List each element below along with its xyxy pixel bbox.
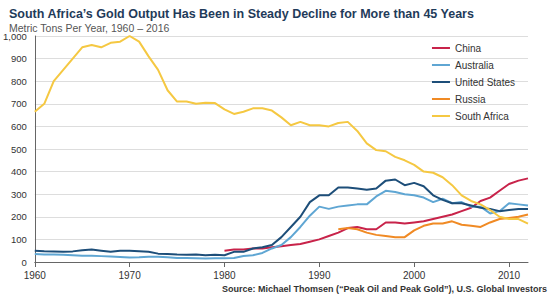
svg-text:South Africa: South Africa: [455, 111, 509, 122]
svg-text:Metric Tons Per Year, 1960 – 2: Metric Tons Per Year, 1960 – 2016: [9, 22, 169, 34]
svg-text:Source: Michael Thomsen (“Peak: Source: Michael Thomsen (“Peak Oil and P…: [222, 284, 547, 294]
svg-text:Russia: Russia: [455, 94, 486, 105]
svg-text:South Africa’s Gold Output Has: South Africa’s Gold Output Has Been in S…: [9, 7, 474, 21]
svg-text:600: 600: [11, 121, 27, 132]
svg-text:200: 200: [11, 211, 27, 222]
svg-text:Australia: Australia: [455, 60, 494, 71]
svg-text:2000: 2000: [403, 270, 426, 281]
svg-text:100: 100: [11, 234, 27, 245]
svg-text:800: 800: [11, 76, 27, 87]
svg-text:1960: 1960: [24, 270, 47, 281]
svg-text:0: 0: [21, 257, 26, 268]
svg-text:United States: United States: [455, 77, 515, 88]
svg-text:China: China: [455, 43, 482, 54]
svg-text:1,000: 1,000: [3, 30, 27, 42]
svg-text:400: 400: [11, 166, 27, 177]
svg-text:1980: 1980: [213, 270, 236, 281]
svg-text:700: 700: [11, 98, 27, 109]
svg-text:1970: 1970: [118, 270, 141, 281]
svg-text:2010: 2010: [498, 270, 521, 281]
svg-text:1990: 1990: [308, 270, 331, 281]
svg-text:300: 300: [11, 189, 27, 200]
svg-text:500: 500: [11, 144, 27, 155]
svg-text:900: 900: [11, 53, 27, 64]
